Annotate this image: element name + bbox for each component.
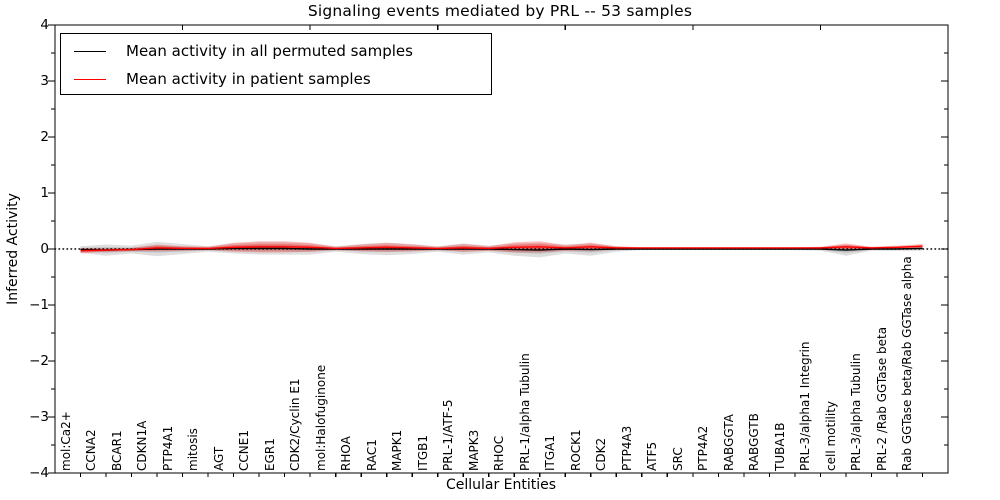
x-tick-label: CDK2 — [594, 437, 609, 471]
y-tick-label: −3 — [29, 409, 49, 425]
legend-entry-permuted: Mean activity in all permuted samples — [61, 37, 413, 65]
x-tick-label: ROCK1 — [568, 429, 583, 471]
y-tick-label: 1 — [40, 185, 49, 201]
x-tick-label: BCAR1 — [109, 430, 124, 471]
x-tick-label: RABGGTA — [721, 414, 736, 471]
x-tick-label: RHOC — [492, 435, 507, 471]
x-tick-label: PRL-3/alpha Tubulin — [849, 353, 864, 471]
y-tick-label: 0 — [40, 241, 49, 257]
y-tick-label: −2 — [29, 353, 49, 369]
y-tick-label: −1 — [29, 297, 49, 313]
x-tick-label: CDK2/Cyclin E1 — [288, 378, 303, 471]
x-tick-label: TUBA1B — [772, 422, 787, 471]
x-tick-label: PRL-3/alpha1 Integrin — [798, 341, 813, 472]
x-tick-label: mol:Ca2+ — [58, 411, 73, 471]
x-tick-label: MAPK3 — [466, 429, 481, 471]
x-tick-label: RABGGTB — [747, 413, 762, 471]
x-tick-label: PRL-1/ATF-5 — [441, 399, 456, 471]
x-tick-label: EGR1 — [262, 438, 277, 471]
x-axis-label: Cellular Entities — [445, 477, 557, 493]
patient-mean-line — [80, 245, 923, 252]
legend-entry-patient: Mean activity in patient samples — [61, 65, 371, 93]
y-tick-label: 4 — [40, 17, 49, 33]
legend-label-permuted: Mean activity in all permuted samples — [126, 42, 413, 60]
x-tick-label: CDKN1A — [135, 420, 150, 471]
x-tick-label: PTP4A2 — [696, 425, 711, 471]
chart-title: Signaling events mediated by PRL -- 53 s… — [307, 2, 693, 20]
y-tick-label: 2 — [40, 129, 49, 145]
x-tick-label: AGT — [211, 446, 226, 471]
x-tick-label: mitosis — [186, 428, 201, 471]
x-tick-label: MAPK1 — [390, 429, 405, 471]
x-tick-label: CCNE1 — [237, 430, 252, 471]
legend: Mean activity in all permuted samples Me… — [60, 33, 492, 95]
x-tick-label: PTP4A3 — [619, 425, 634, 471]
x-tick-label: PRL-1/alpha Tubulin — [517, 353, 532, 471]
permuted-mean-line — [80, 247, 923, 251]
x-tick-label: SRC — [670, 447, 685, 471]
x-tick-label: RAC1 — [364, 439, 379, 471]
y-tick-label: 3 — [40, 73, 49, 89]
x-tick-label: Rab GGTase beta/Rab GGTase alpha — [900, 256, 915, 471]
x-tick-label: ITGB1 — [415, 434, 430, 471]
x-tick-label: PRL-2 /Rab GGTase beta — [874, 326, 889, 471]
x-tick-label: RHOA — [339, 436, 354, 471]
patient-line-swatch-icon — [74, 78, 106, 80]
x-tick-label: ITGA1 — [543, 434, 558, 471]
permuted-line-swatch-icon — [74, 50, 106, 52]
x-tick-label: ATF5 — [645, 441, 660, 471]
y-tick-label: −4 — [29, 465, 49, 481]
x-tick-label: PTP4A1 — [160, 425, 175, 471]
x-tick-label: mol:Halofuginone — [313, 364, 328, 471]
x-tick-label: cell motility — [823, 400, 838, 471]
x-tick-label: CCNA2 — [84, 429, 99, 471]
legend-label-patient: Mean activity in patient samples — [126, 70, 371, 88]
